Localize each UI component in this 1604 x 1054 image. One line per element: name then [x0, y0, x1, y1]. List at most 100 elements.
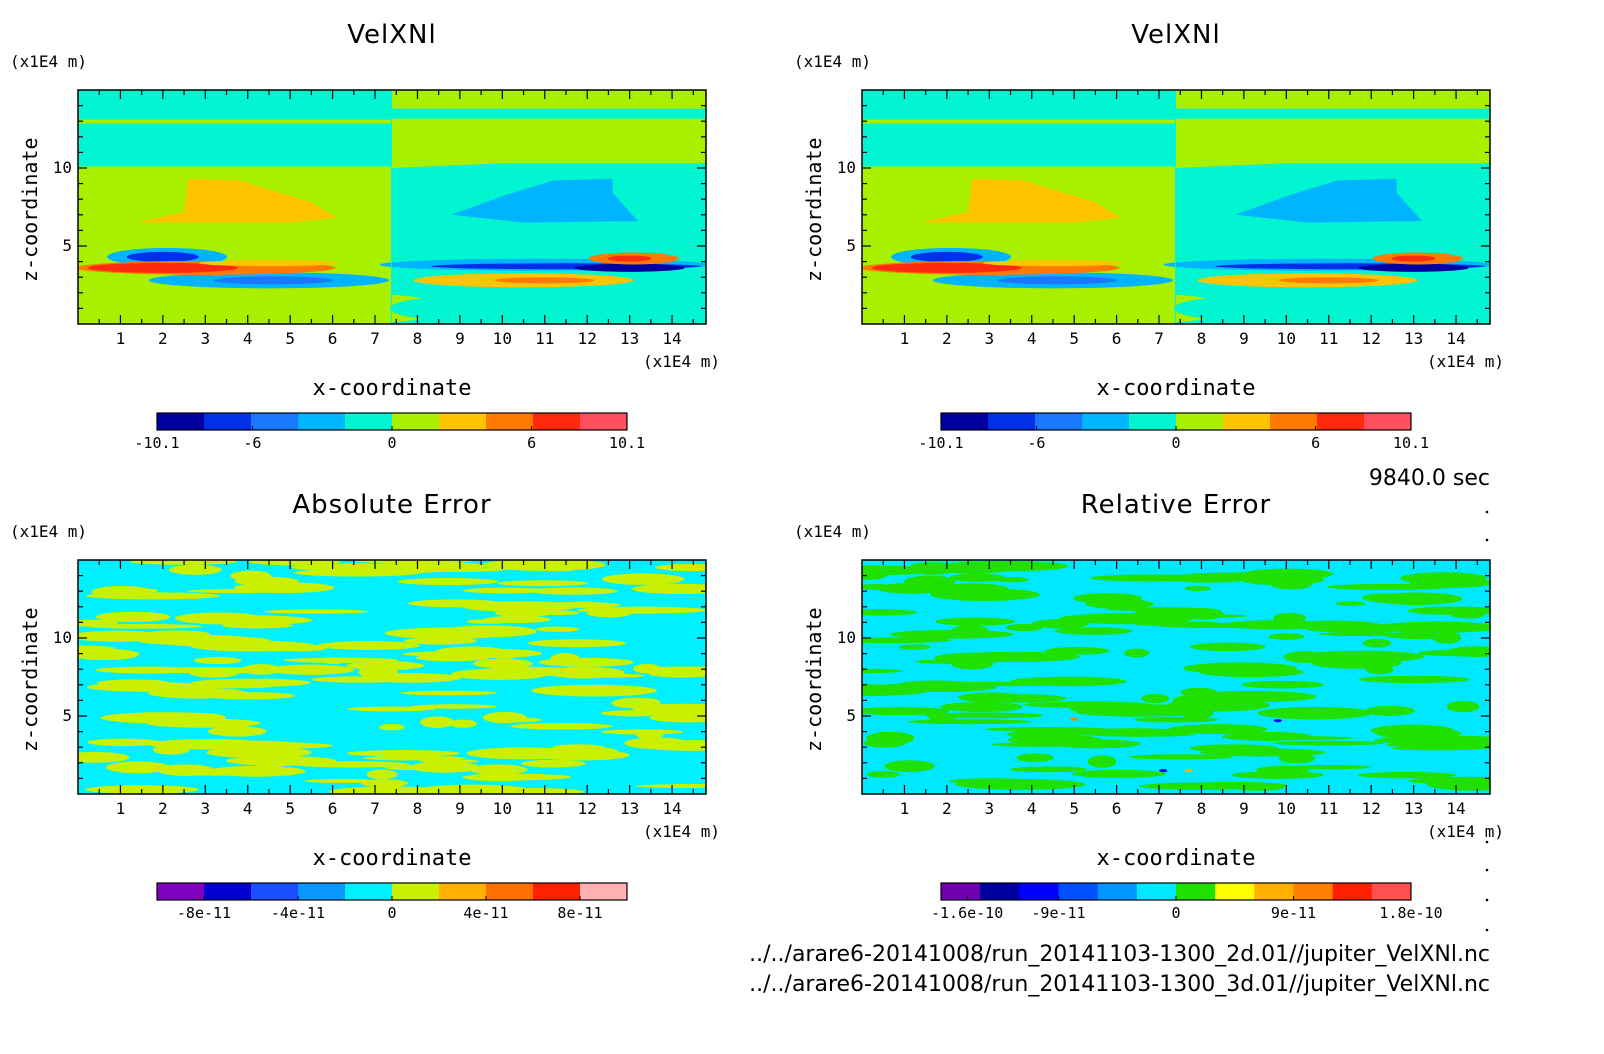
colorbar-swatch	[1082, 413, 1130, 430]
error-patch	[91, 585, 153, 598]
x-tick-label: 11	[1319, 329, 1339, 348]
error-patch	[328, 786, 453, 794]
error-patch	[466, 619, 509, 624]
panel-relative-error	[861, 559, 1491, 901]
x-tick-label: 12	[577, 799, 597, 818]
panel-velxnl-2d	[77, 89, 707, 431]
colorbar-swatch	[204, 413, 252, 430]
error-patch	[907, 562, 956, 575]
error-patch	[1128, 754, 1234, 760]
panel-velxnl-3d	[861, 89, 1491, 431]
x-tick-label: 6	[327, 329, 338, 348]
error-patch	[403, 637, 477, 645]
y-axis-label: z-coordinate	[802, 137, 826, 283]
colorbar-swatch	[533, 413, 581, 430]
colorbar-swatch	[1270, 413, 1318, 430]
marker-dot	[1485, 840, 1489, 844]
error-patch	[534, 749, 630, 761]
colorbar-swatch	[1317, 413, 1365, 430]
error-patch	[206, 746, 312, 759]
x-tick-label: 3	[200, 799, 211, 818]
chart-title: Relative Error	[1080, 490, 1272, 520]
colorbar-swatch	[1254, 883, 1294, 900]
colorbar-swatch	[345, 883, 393, 900]
error-patch	[520, 759, 586, 768]
error-patch	[346, 750, 460, 757]
error-patch	[934, 652, 1016, 664]
x-tick-label: 12	[1361, 799, 1381, 818]
negative-lobe	[1235, 178, 1423, 223]
upper-layer-right	[392, 90, 706, 168]
error-patch	[1257, 706, 1373, 720]
error-patch	[648, 670, 706, 678]
error-patch	[1288, 764, 1371, 770]
colorbar-swatch	[486, 413, 534, 430]
colorbar-swatch	[533, 883, 581, 900]
error-patch	[326, 657, 361, 663]
error-patch	[624, 737, 689, 750]
jet-core	[1278, 277, 1379, 284]
colorbar-swatch	[298, 883, 346, 900]
error-patch	[1005, 623, 1043, 632]
x-axis-label: x-coordinate	[1096, 376, 1256, 401]
error-patch	[958, 692, 1025, 703]
outlier-spot	[1159, 769, 1168, 773]
error-patch	[985, 727, 1108, 732]
colorbar-swatch	[1097, 883, 1138, 900]
x-tick-label: 4	[242, 329, 253, 348]
error-patch	[409, 761, 481, 773]
x-tick-label: 2	[942, 329, 952, 348]
error-patch	[655, 564, 706, 572]
error-patch	[632, 663, 662, 674]
marker-dot	[1485, 538, 1489, 542]
y-tick-label: 10	[52, 158, 72, 177]
x-tick-label: 7	[1154, 329, 1164, 348]
jet-band	[982, 260, 1123, 267]
error-patch	[1273, 612, 1306, 624]
colorbar-label: -10.1	[134, 434, 180, 452]
x-tick-label: 4	[1026, 799, 1037, 818]
plot-area	[862, 90, 1490, 324]
error-patch	[863, 738, 906, 748]
x-tick-label: 11	[535, 799, 555, 818]
error-patch	[248, 560, 341, 566]
x-tick-label: 5	[285, 329, 295, 348]
colorbar-swatch	[1058, 883, 1099, 900]
error-patch	[410, 704, 498, 709]
error-patch	[366, 769, 398, 780]
error-patch	[1054, 627, 1133, 635]
error-patch	[510, 722, 613, 730]
colorbar-label: 9e-11	[1270, 904, 1317, 922]
jet-core	[997, 276, 1118, 285]
error-patch	[1007, 734, 1102, 746]
error-patch	[1168, 724, 1268, 735]
error-patch	[385, 627, 513, 639]
x-unit-label: (x1E4 m)	[1426, 352, 1504, 371]
error-patch	[129, 560, 238, 565]
source-file-path: ../../arare6-20141008/run_20141103-1300_…	[749, 942, 1490, 967]
error-patch	[207, 726, 267, 737]
y-tick-label: 10	[836, 158, 856, 177]
x-tick-label: 14	[1446, 799, 1466, 818]
colorbar-swatch	[1129, 413, 1177, 430]
lower-bulge	[1173, 296, 1314, 321]
error-patch	[889, 630, 1014, 639]
error-patch	[225, 756, 337, 766]
chart-title: VelXNl	[1131, 20, 1221, 50]
marker-dot	[1485, 928, 1489, 932]
colorbar-label: 10.1	[1392, 434, 1430, 452]
error-patch	[1180, 706, 1214, 719]
error-patch	[1364, 705, 1415, 716]
error-patch	[487, 717, 542, 723]
colorbar-swatch	[251, 883, 299, 900]
colorbar	[156, 412, 628, 431]
error-patch	[184, 615, 313, 626]
error-patch	[631, 583, 706, 595]
y-unit-label: (x1E4 m)	[10, 522, 88, 541]
colorbar-swatch	[345, 413, 393, 430]
colorbar-label: 0	[1171, 434, 1181, 452]
upper-layer-left	[78, 90, 392, 167]
error-patch	[1172, 694, 1230, 707]
error-patch	[862, 707, 950, 716]
error-patch	[876, 582, 948, 594]
